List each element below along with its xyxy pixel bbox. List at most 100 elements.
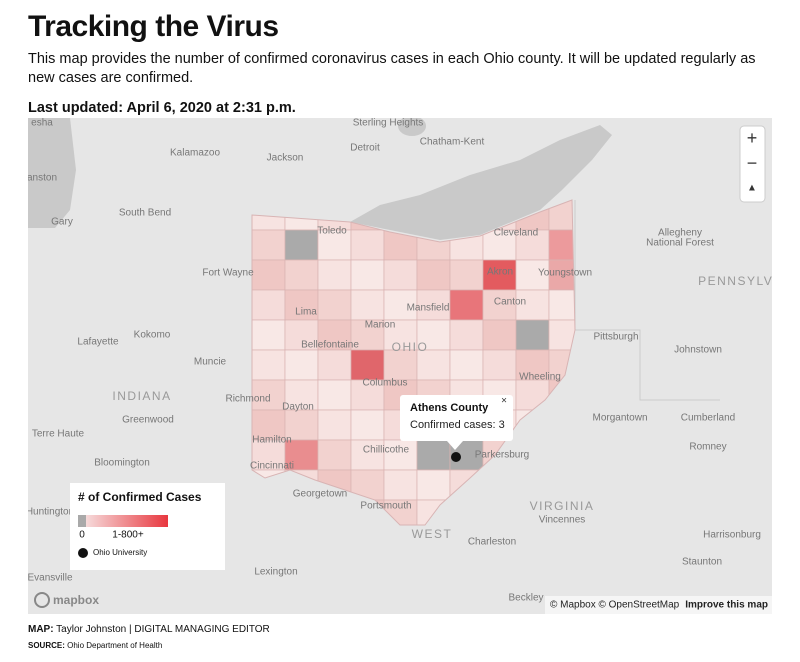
map-controls: [739, 125, 766, 203]
place-label: Bloomington: [94, 458, 150, 469]
popup: [400, 395, 513, 441]
place-label: Jackson: [267, 153, 304, 164]
place-label: Kalamazoo: [170, 148, 220, 159]
lake-michigan: [28, 118, 76, 228]
county: [284, 379, 319, 411]
place-label: VIRGINIA: [530, 499, 595, 513]
county: [548, 319, 575, 351]
county: [317, 289, 352, 321]
improve-map[interactable]: Improve this map: [685, 600, 768, 611]
mapbox-icon: [34, 592, 50, 608]
compass[interactable]: ▲: [747, 183, 757, 194]
place-label: Beckley: [508, 593, 543, 604]
mapbox-logo[interactable]: mapbox: [53, 593, 99, 607]
place-label: anston: [28, 173, 57, 184]
place-label: Morgantown: [592, 413, 647, 424]
place-label: Lafayette: [77, 337, 119, 348]
place-label: Detroit: [350, 143, 380, 154]
county: [416, 319, 451, 351]
zoom-in[interactable]: +: [747, 128, 758, 148]
county: [515, 349, 550, 381]
place-label: National Forest: [646, 238, 714, 249]
county: [350, 349, 385, 381]
county: [383, 349, 418, 381]
legend-marker: [78, 548, 88, 558]
place-label: Chillicothe: [363, 445, 410, 456]
place-label: Akron: [487, 267, 513, 278]
county: [350, 409, 385, 441]
popup-close[interactable]: ×: [501, 396, 507, 407]
legend-range: 1-800+: [112, 530, 144, 541]
lake-st-clair: [398, 118, 426, 136]
place-label: Parkersburg: [475, 450, 529, 461]
map-credit: MAP: Taylor Johnston | DIGITAL MANAGING …: [28, 624, 270, 635]
county: [449, 259, 484, 291]
place-label: Harrisonburg: [703, 530, 761, 541]
place-labels: esha Sterling Heights Detroit Chatham-Kent K…: [28, 118, 772, 604]
legend-min: 0: [79, 530, 85, 541]
county: [284, 349, 319, 381]
county: [252, 319, 286, 351]
place-label: Fort Wayne: [202, 268, 254, 279]
place-label: Lima: [295, 307, 317, 318]
county: [515, 319, 550, 351]
county: [317, 439, 352, 471]
place-label: esha: [31, 118, 53, 129]
place-label: PENNSYLVA: [698, 274, 772, 288]
popup-title: Athens County: [410, 402, 489, 414]
county: [416, 289, 451, 321]
place-label: Cumberland: [681, 413, 735, 424]
ohio-university-marker[interactable]: [451, 452, 461, 462]
county: [416, 439, 451, 471]
legend-gradient: [86, 515, 168, 527]
county: [383, 319, 418, 351]
place-label: Charleston: [468, 537, 516, 548]
popup-tip: [447, 441, 463, 450]
place-label: Richmond: [225, 394, 270, 405]
county: [317, 409, 352, 441]
county: [284, 229, 319, 261]
place-label: INDIANA: [112, 389, 171, 403]
place-label: Johnstown: [674, 345, 722, 356]
place-label: Romney: [689, 442, 726, 453]
map[interactable]: esha Sterling Heights Detroit Chatham-Kent K…: [28, 118, 772, 614]
map-credit-name: Taylor Johnston | DIGITAL MANAGING EDITO…: [56, 624, 270, 635]
description: This map provides the number of confirme…: [28, 51, 756, 86]
county: [383, 469, 418, 501]
source-name: Ohio Department of Health: [67, 641, 163, 650]
county: [482, 229, 517, 261]
attribution[interactable]: © Mapbox © OpenStreetMap: [550, 600, 680, 611]
place-label: Huntington: [28, 507, 74, 518]
place-label: Evansville: [28, 573, 73, 584]
place-label: Toledo: [317, 226, 347, 237]
lake-erie: [350, 125, 612, 240]
place-label: Chatham-Kent: [420, 137, 485, 148]
place-label: Mansfield: [407, 303, 450, 314]
county: [416, 259, 451, 291]
place-label: Marion: [365, 320, 396, 331]
place-label: Lexington: [254, 567, 297, 578]
county: [515, 229, 550, 261]
county: [482, 259, 517, 291]
place-label: Youngstown: [538, 268, 592, 279]
county: [449, 349, 484, 381]
county: [317, 379, 352, 411]
county: [350, 229, 385, 261]
county: [252, 229, 286, 261]
zoom-out[interactable]: −: [747, 153, 758, 173]
place-label: Vincennes: [539, 515, 586, 526]
county: [317, 259, 352, 291]
last-updated: Last updated: April 6, 2020 at 2:31 p.m.: [28, 100, 296, 116]
attribution-bg: [545, 596, 772, 614]
legend-title: # of Confirmed Cases: [78, 490, 202, 504]
county: [350, 259, 385, 291]
place-label: Sterling Heights: [353, 118, 424, 129]
popup-text: Confirmed cases: 3: [410, 419, 505, 431]
county: [317, 319, 352, 351]
county: [284, 259, 319, 291]
county: [548, 229, 575, 261]
source: SOURCE: Ohio Department of Health: [28, 641, 162, 650]
county: [449, 319, 484, 351]
county: [252, 259, 286, 291]
